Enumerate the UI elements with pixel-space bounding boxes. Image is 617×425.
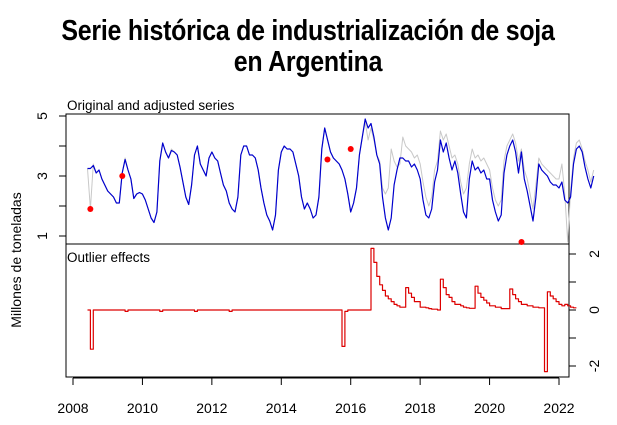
x-tick-label: 2020 [474, 400, 505, 416]
chart-title-line-1: Serie histórica de industrialización de … [61, 15, 555, 47]
panel-2-title: Outlier effects [67, 250, 150, 265]
panel-2-y-tick-label: 2 [586, 250, 602, 258]
outlier-point [119, 173, 126, 179]
series-outlier-effects-line [87, 247, 577, 373]
outlier-point [347, 146, 354, 152]
x-tick-label: 2010 [127, 400, 158, 416]
panel-1-frame [65, 113, 570, 245]
x-tick-label: 2012 [196, 400, 227, 416]
y-axis-label: Millones de toneladas [8, 192, 24, 327]
panel-1-y-tick-label: 5 [34, 112, 50, 120]
panel-2-y-tick-label: 0 [586, 306, 602, 314]
chart-title: Serie histórica de industrialización de … [43, 16, 574, 78]
x-tick-label: 2014 [266, 400, 297, 416]
outlier-point [87, 206, 94, 212]
x-tick-label: 2022 [543, 400, 574, 416]
chart-title-line-2: en Argentina [233, 46, 383, 78]
series-adjusted-line [87, 118, 595, 231]
x-tick-label: 2016 [335, 400, 366, 416]
series-original-line [87, 121, 595, 243]
x-tick-label: 2018 [405, 400, 436, 416]
panel-1-title: Original and adjusted series [67, 98, 235, 113]
panel-2-y-tick-label: -2 [586, 360, 602, 373]
panel-1-y-tick-label: 3 [34, 172, 50, 180]
x-tick-label: 2008 [57, 400, 88, 416]
panel-1-y-tick-label: 1 [34, 232, 50, 240]
outlier-point [518, 239, 525, 245]
outlier-point [324, 156, 331, 163]
